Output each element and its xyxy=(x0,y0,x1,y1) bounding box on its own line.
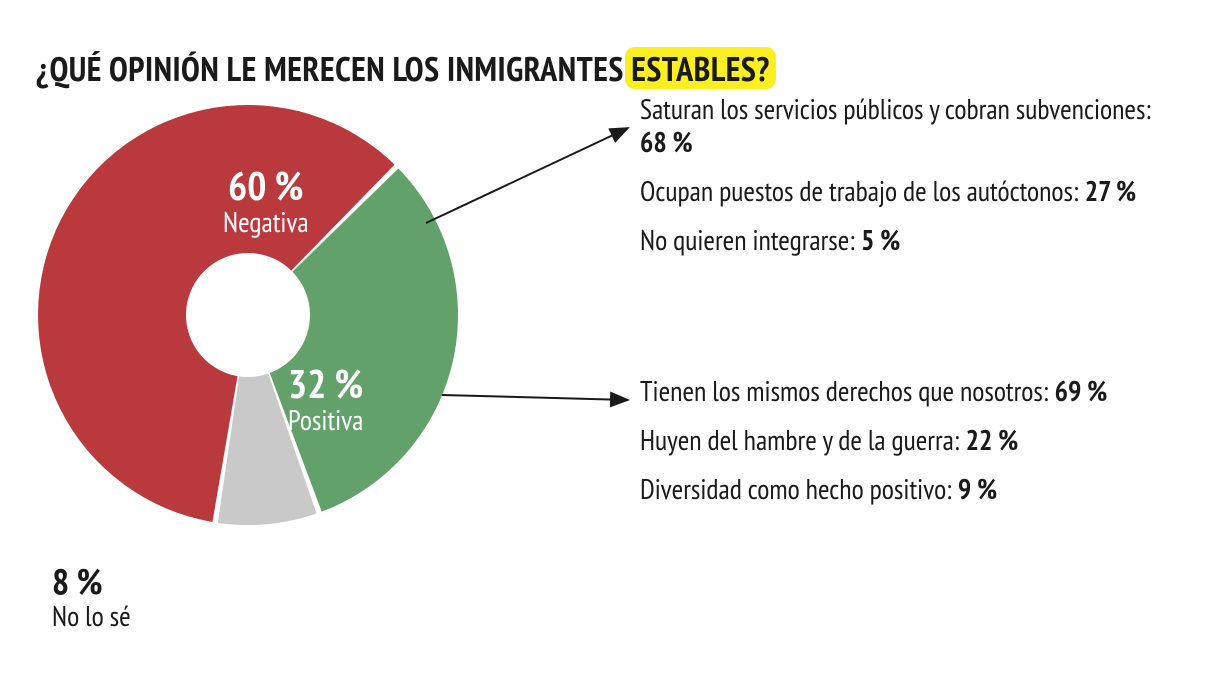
detail-negativa-2: No quieren integrarse: 5 % xyxy=(640,223,1180,256)
detail-pct: 22 % xyxy=(966,421,1019,458)
detail-positiva-0: Tienen los mismos derechos que nosotros:… xyxy=(640,374,1180,407)
detail-text: Saturan los servicios públicos y cobran … xyxy=(640,90,1151,127)
slice-name-nolose: No lo sé xyxy=(52,601,131,632)
detail-pct: 27 % xyxy=(1085,172,1136,209)
detail-text: Diversidad como hecho positivo: xyxy=(640,470,952,507)
detail-text: Tienen los mismos derechos que nosotros: xyxy=(640,372,1049,409)
detail-pct: 69 % xyxy=(1055,372,1108,409)
detail-positiva-1: Huyen del hambre y de la guerra: 22 % xyxy=(640,423,1180,456)
detail-positiva-2: Diversidad como hecho positivo: 9 % xyxy=(640,472,1180,505)
detail-text: Ocupan puestos de trabajo de los autócto… xyxy=(640,172,1079,209)
leader-negativa xyxy=(426,128,628,223)
detail-pct: 68 % xyxy=(640,123,693,160)
slice-label-nolose: 8 % No lo sé xyxy=(52,561,131,631)
detail-negativa-0: Saturan los servicios públicos y cobran … xyxy=(640,92,1180,158)
detail-pct: 9 % xyxy=(958,470,997,507)
slice-pct-nolose: 8 % xyxy=(52,561,131,601)
details-positiva: Tienen los mismos derechos que nosotros:… xyxy=(640,374,1180,521)
details-negativa: Saturan los servicios públicos y cobran … xyxy=(640,92,1180,272)
detail-text: No quieren integrarse: xyxy=(640,221,855,258)
detail-text: Huyen del hambre y de la guerra: xyxy=(640,421,960,458)
detail-negativa-1: Ocupan puestos de trabajo de los autócto… xyxy=(640,174,1180,207)
detail-pct: 5 % xyxy=(861,221,900,258)
leader-positiva xyxy=(442,395,628,400)
